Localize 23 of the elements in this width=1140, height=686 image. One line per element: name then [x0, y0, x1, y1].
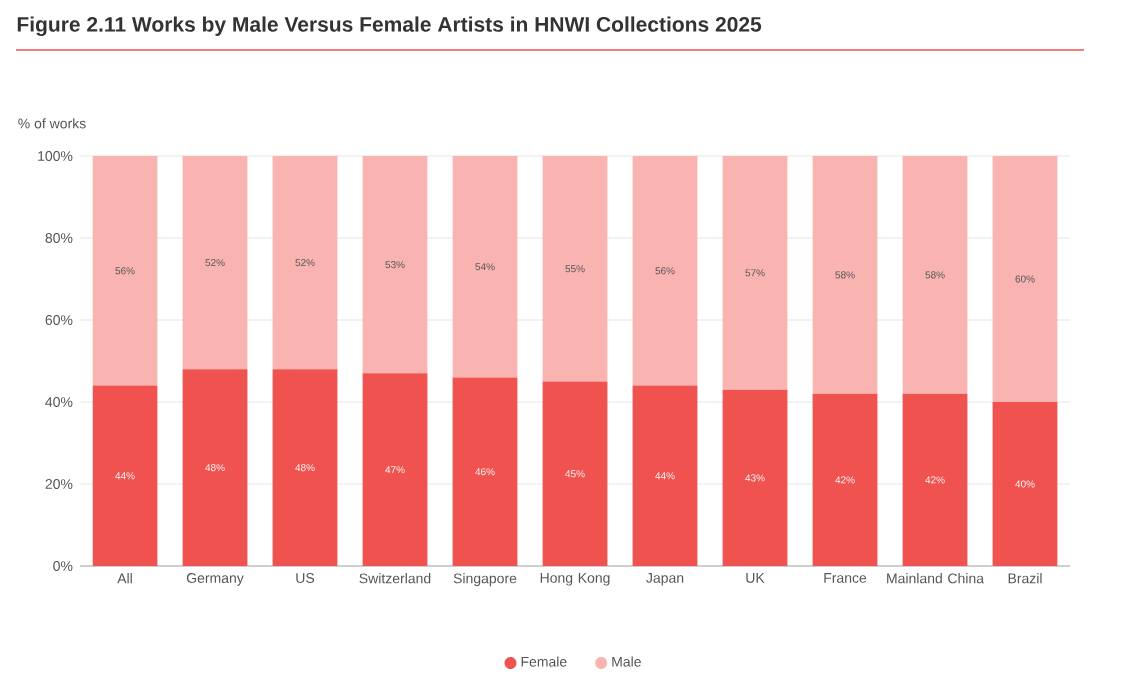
bar — [992, 402, 1058, 566]
bar — [272, 156, 338, 370]
bar — [182, 156, 248, 370]
bar — [542, 381, 608, 566]
bar — [452, 156, 518, 378]
bar — [362, 156, 428, 374]
bar — [722, 156, 788, 390]
bar — [722, 389, 788, 566]
bar — [902, 393, 968, 566]
bar — [542, 156, 608, 382]
bar — [272, 369, 338, 566]
bar — [92, 385, 158, 566]
bar — [632, 385, 698, 566]
bar — [812, 156, 878, 394]
bar — [452, 377, 518, 566]
bar — [182, 369, 248, 566]
bar — [362, 373, 428, 566]
chart-title: Figure 2.11 Works by Male Versus Female Artists in HNWI Collections 2025 — [17, 16, 762, 37]
bar — [632, 156, 698, 386]
bar — [992, 156, 1058, 402]
bar — [812, 393, 878, 566]
bar — [902, 156, 968, 394]
bar — [92, 156, 158, 386]
